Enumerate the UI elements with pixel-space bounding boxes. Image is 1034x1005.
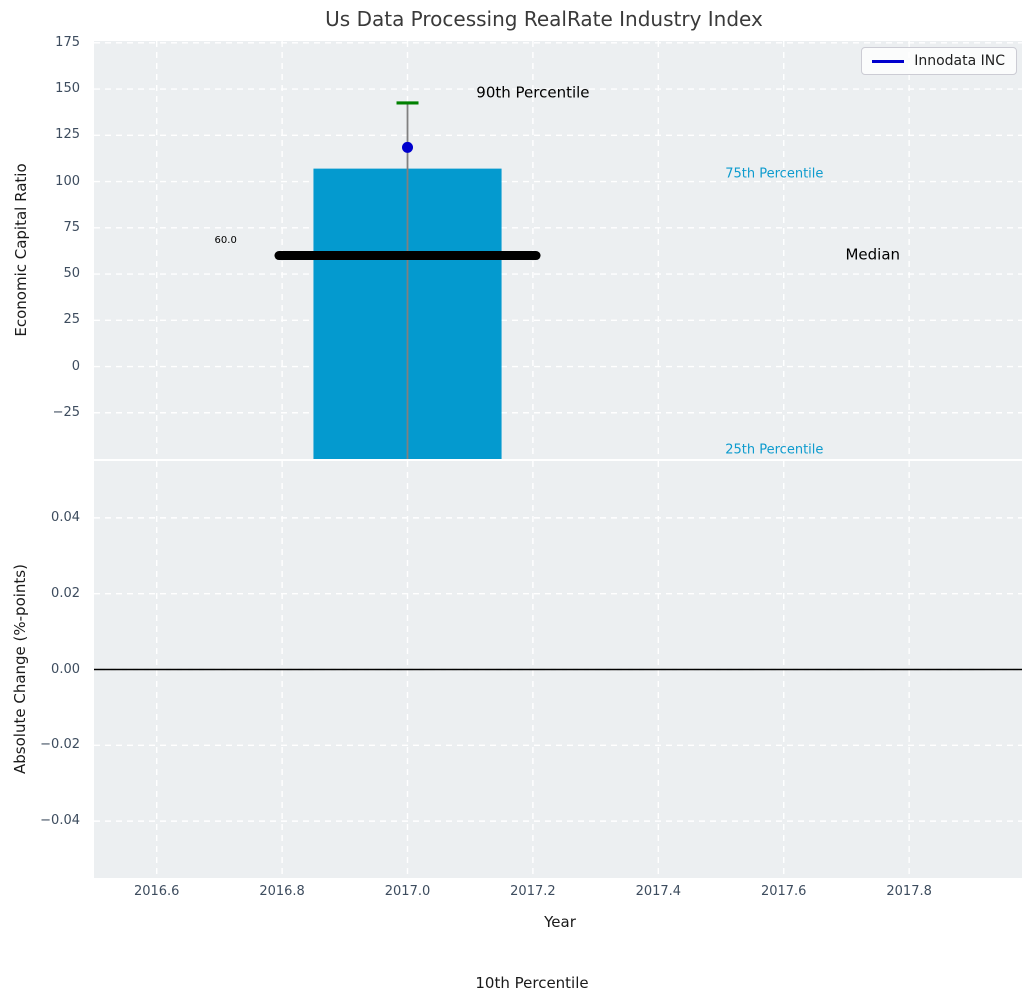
y-tick-label: 50 (63, 266, 80, 282)
y-tick-label: 175 (55, 34, 80, 50)
y-tick-label: 75 (63, 219, 80, 235)
y-tick-label: 0.00 (51, 661, 80, 677)
x-tick-label: 2016.8 (259, 884, 305, 899)
bottom-plot-area (94, 461, 1022, 878)
y-tick-label: 25 (63, 312, 80, 328)
chart-title: Us Data Processing RealRate Industry Ind… (325, 7, 763, 31)
bottom-plot-canvas (94, 461, 1022, 878)
x-tick-label: 2017.8 (886, 884, 932, 899)
y-tick-label: 0 (71, 358, 80, 374)
y-tick-label: 100 (55, 173, 80, 189)
p10-percentile-note: 10th Percentile (475, 974, 589, 992)
y-tick-label: −0.04 (40, 813, 80, 829)
company-point (402, 141, 414, 153)
annotation-60-0: 60.0 (214, 234, 237, 246)
y-tick-label: 0.02 (51, 585, 80, 601)
x-tick-label: 2017.0 (384, 884, 431, 899)
y-tick-label: 150 (55, 81, 80, 97)
x-tick-label: 2017.6 (760, 884, 807, 899)
x-tick-label: 2017.4 (635, 884, 682, 899)
y-tick-label: 0.04 (51, 509, 80, 525)
legend-line-swatch (872, 59, 905, 63)
legend: Innodata INC (861, 47, 1017, 75)
x-tick-label: 2017.2 (510, 884, 556, 899)
x-axis-label: Year (544, 913, 576, 931)
annotation-median: Median (845, 245, 901, 264)
x-tick-label: 2016.6 (133, 884, 180, 899)
y-tick-label: 125 (55, 127, 80, 143)
legend-label: Innodata INC (914, 53, 1005, 69)
annotation-25th-percentile: 25th Percentile (725, 442, 824, 458)
y-tick-label: −25 (52, 404, 80, 420)
annotation-90th-percentile: 90th Percentile (476, 83, 590, 102)
y-tick-label: −0.02 (40, 737, 80, 753)
top-plot-canvas (94, 41, 1022, 459)
annotation-75th-percentile: 75th Percentile (725, 166, 824, 182)
top-plot-area: Innodata INC (94, 41, 1022, 459)
